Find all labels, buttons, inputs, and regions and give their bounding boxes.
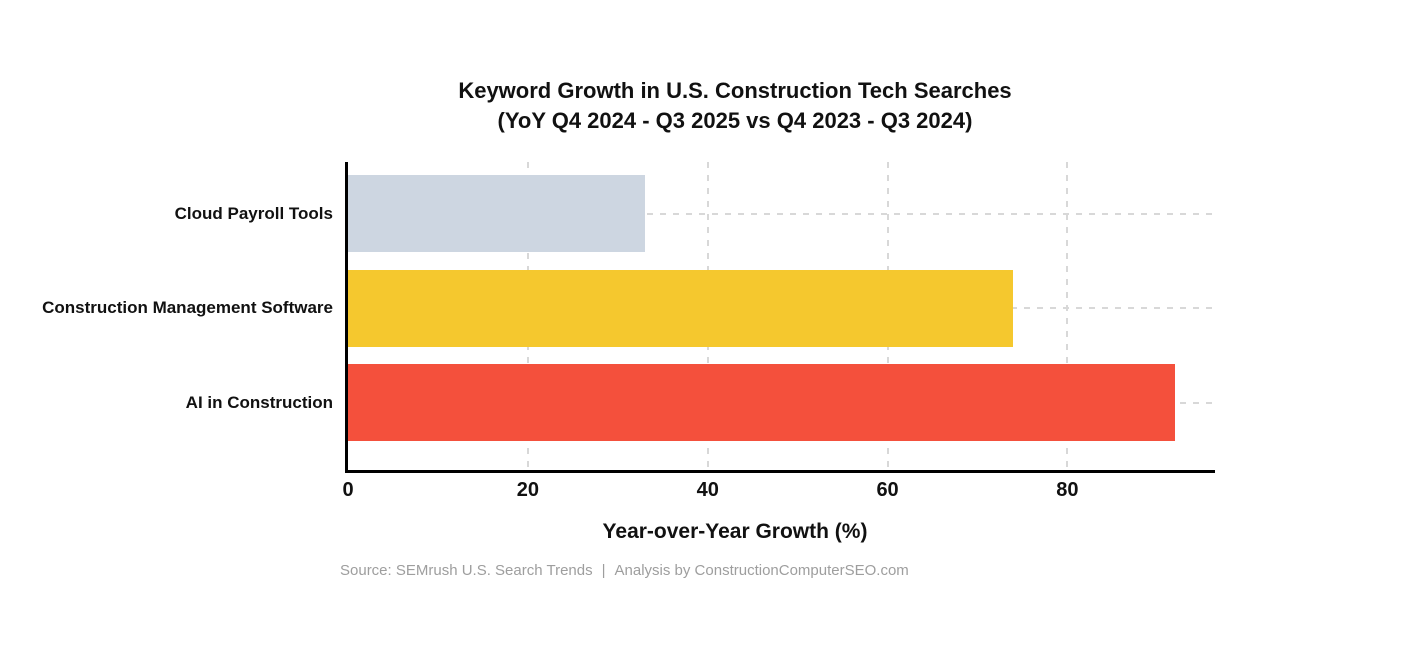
category-label: AI in Construction bbox=[185, 392, 333, 412]
bar-ai-in-construction bbox=[348, 364, 1176, 441]
category-label: Construction Management Software bbox=[42, 298, 333, 317]
y-axis-line bbox=[345, 162, 348, 473]
source-suffix: Analysis by ConstructionComputerSEO.com bbox=[614, 562, 909, 579]
x-tick-label: 80 bbox=[1056, 479, 1079, 501]
x-tick-label: 60 bbox=[876, 479, 899, 501]
x-axis-ticks: 0 20 40 60 80 bbox=[342, 479, 1214, 503]
x-axis-line bbox=[345, 470, 1215, 473]
category-labels: Cloud Payroll Tools Construction Manageme… bbox=[0, 0, 333, 663]
bar-cloud-payroll-tools bbox=[348, 175, 645, 252]
chart-subtitle: (YoY Q4 2024 - Q3 2025 vs Q4 2023 - Q3 2… bbox=[497, 108, 973, 133]
source-note: Source: SEMrush U.S. Search Trends | Analy… bbox=[340, 562, 909, 579]
gridline-horizontal bbox=[348, 212, 1214, 215]
x-tick-label: 20 bbox=[516, 479, 539, 501]
plot-area bbox=[348, 162, 1214, 470]
chart-title-block: Keyword Growth in U.S. Construction Tech… bbox=[458, 76, 1011, 136]
category-label: Cloud Payroll Tools bbox=[174, 203, 333, 223]
bar-construction-management-software bbox=[348, 269, 1014, 347]
source-separator: | bbox=[601, 562, 606, 579]
x-axis-title: Year-over-Year Growth (%) bbox=[602, 520, 868, 543]
chart-title: Keyword Growth in U.S. Construction Tech… bbox=[458, 78, 1012, 103]
x-tick-label: 40 bbox=[696, 479, 719, 501]
x-tick-label: 0 bbox=[342, 479, 354, 501]
source-prefix: Source: SEMrush U.S. Search Trends bbox=[340, 562, 593, 579]
gridline-vertical bbox=[1066, 162, 1069, 470]
